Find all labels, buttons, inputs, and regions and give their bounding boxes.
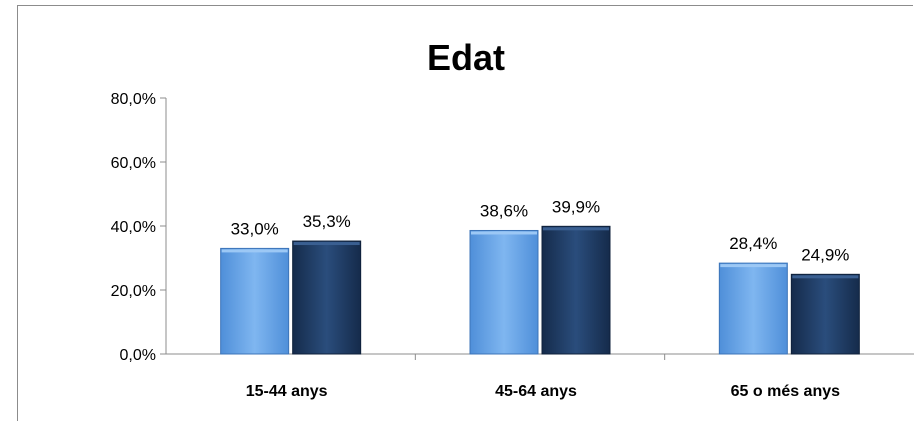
y-tick-label: 60,0%	[111, 155, 156, 172]
bar-top-highlight	[792, 275, 859, 279]
bar-top-highlight	[720, 264, 787, 268]
bar	[541, 225, 611, 355]
bar	[790, 273, 860, 355]
bar	[469, 229, 539, 355]
data-label: 28,4%	[729, 234, 777, 253]
bar-top-highlight	[221, 249, 288, 253]
category-label: 65 o més anys	[731, 383, 841, 400]
y-tick-label: 40,0%	[111, 219, 156, 236]
bar	[718, 262, 788, 355]
bar-top-highlight	[293, 242, 360, 246]
data-label: 39,9%	[552, 197, 600, 216]
bar	[220, 247, 290, 355]
y-tick-label: 80,0%	[111, 91, 156, 108]
bars	[220, 225, 860, 355]
data-label: 38,6%	[480, 201, 528, 220]
bar-top-highlight	[471, 231, 537, 235]
labels: 33,0% 35,3% 15-44 anys 38,6% 39,9% 45-64 anys…	[231, 197, 850, 400]
category-label: 45-64 anys	[495, 383, 577, 400]
category-label: 15-44 anys	[246, 383, 328, 400]
bar-top-highlight	[543, 227, 609, 231]
data-label: 35,3%	[303, 212, 351, 231]
y-tick-label: 0,0%	[120, 347, 156, 364]
data-label: 24,9%	[801, 245, 849, 264]
data-label: 33,0%	[231, 219, 279, 238]
y-tick-label: 20,0%	[111, 283, 156, 300]
bar	[292, 240, 362, 355]
chart-title: Edat	[427, 37, 505, 78]
